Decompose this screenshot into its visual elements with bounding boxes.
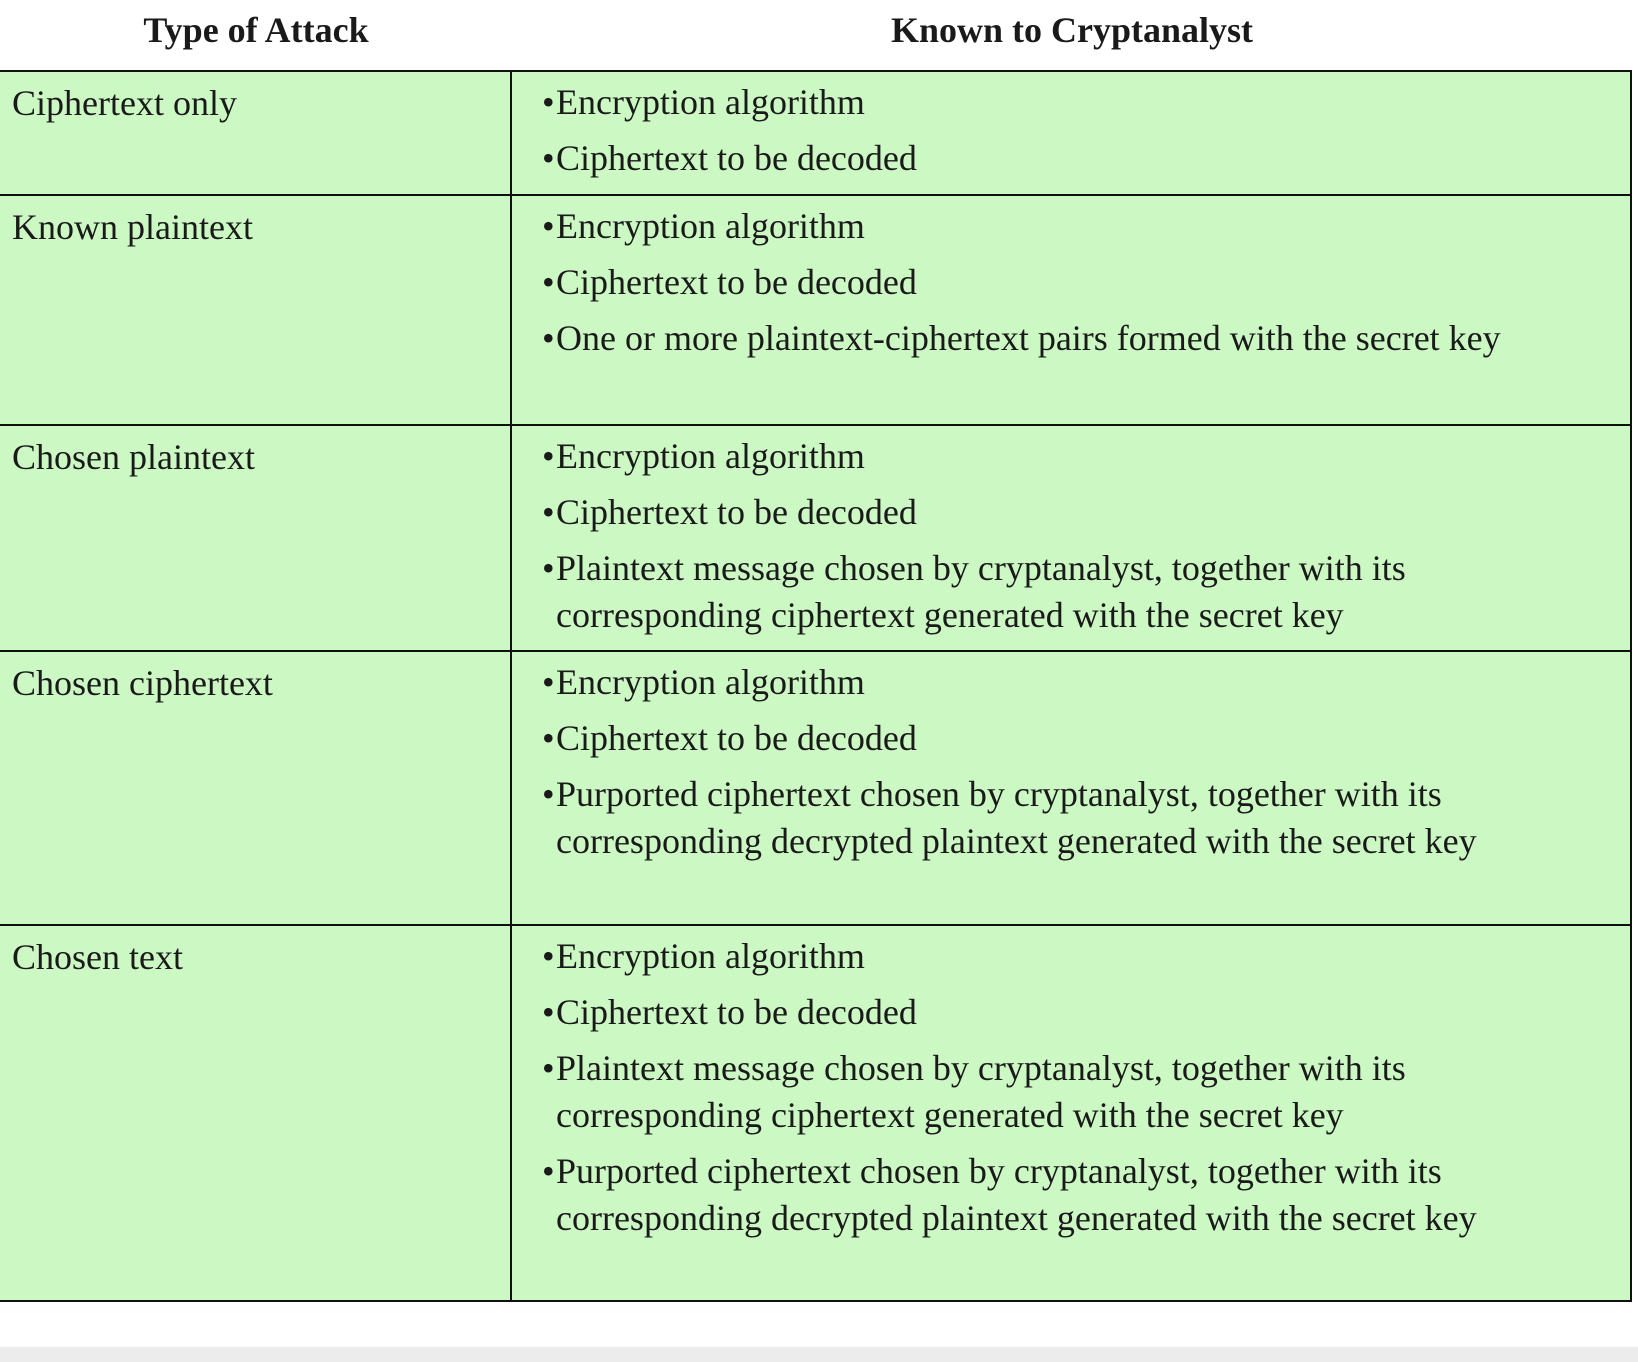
known-item-text: Purported ciphertext chosen by cryptanal… xyxy=(556,1151,1477,1238)
known-item: •Ciphertext to be decoded xyxy=(526,989,1590,1036)
known-item-text: Plaintext message chosen by cryptanalyst… xyxy=(556,548,1406,635)
known-item-text: Encryption algorithm xyxy=(556,662,865,702)
known-item: •Ciphertext to be decoded xyxy=(526,135,1590,182)
bottom-edge-strip xyxy=(0,1347,1638,1362)
known-item: •Encryption algorithm xyxy=(526,433,1590,480)
known-item: •Plaintext message chosen by cryptanalys… xyxy=(526,1045,1590,1139)
known-items-cell: •Encryption algorithm •Ciphertext to be … xyxy=(510,70,1632,196)
known-item-text: Encryption algorithm xyxy=(556,82,865,122)
bullet-icon: • xyxy=(542,548,555,588)
attack-type-cell: Chosen plaintext xyxy=(0,424,512,652)
bullet-icon: • xyxy=(542,436,555,476)
known-items-cell: •Encryption algorithm •Ciphertext to be … xyxy=(510,194,1632,426)
known-item: •Purported ciphertext chosen by cryptana… xyxy=(526,771,1590,865)
table-row: Ciphertext only •Encryption algorithm •C… xyxy=(0,70,1632,196)
bullet-icon: • xyxy=(542,718,555,758)
known-item-text: One or more plaintext-ciphertext pairs f… xyxy=(556,318,1501,358)
table-header-row: Type of Attack Known to Cryptanalyst xyxy=(0,0,1638,70)
table-row: Chosen ciphertext •Encryption algorithm … xyxy=(0,650,1632,926)
bullet-icon: • xyxy=(542,262,555,302)
header-type-of-attack: Type of Attack xyxy=(143,10,369,50)
attack-type-cell: Known plaintext xyxy=(0,194,512,426)
known-item: •Encryption algorithm xyxy=(526,203,1590,250)
known-item: •Encryption algorithm xyxy=(526,933,1590,980)
known-item: •Encryption algorithm xyxy=(526,659,1590,706)
known-item-text: Encryption algorithm xyxy=(556,206,865,246)
table-row: Chosen plaintext •Encryption algorithm •… xyxy=(0,424,1632,652)
known-item-text: Ciphertext to be decoded xyxy=(556,262,917,302)
known-items-cell: •Encryption algorithm •Ciphertext to be … xyxy=(510,650,1632,926)
known-item: •One or more plaintext-ciphertext pairs … xyxy=(526,315,1590,362)
attack-type-cell: Chosen ciphertext xyxy=(0,650,512,926)
attack-type-cell: Ciphertext only xyxy=(0,70,512,196)
bullet-icon: • xyxy=(542,1151,555,1191)
known-item-text: Encryption algorithm xyxy=(556,436,865,476)
attack-types-table: Ciphertext only •Encryption algorithm •C… xyxy=(0,70,1632,1302)
known-item: •Plaintext message chosen by cryptanalys… xyxy=(526,545,1590,639)
bullet-icon: • xyxy=(542,1048,555,1088)
bullet-icon: • xyxy=(542,492,555,532)
known-item: •Ciphertext to be decoded xyxy=(526,715,1590,762)
header-known-to-cryptanalyst: Known to Cryptanalyst xyxy=(890,10,1254,50)
known-item-text: Purported ciphertext chosen by cryptanal… xyxy=(556,774,1477,861)
known-item-text: Encryption algorithm xyxy=(556,936,865,976)
bullet-icon: • xyxy=(542,82,555,122)
bullet-icon: • xyxy=(542,992,555,1032)
known-item: •Ciphertext to be decoded xyxy=(526,489,1590,536)
known-item-text: Ciphertext to be decoded xyxy=(556,992,917,1032)
known-item-text: Ciphertext to be decoded xyxy=(556,138,917,178)
known-item-text: Ciphertext to be decoded xyxy=(556,718,917,758)
table-row: Chosen text •Encryption algorithm •Ciphe… xyxy=(0,924,1632,1302)
attack-types-table-container: Type of Attack Known to Cryptanalyst Cip… xyxy=(0,0,1638,1302)
bullet-icon: • xyxy=(542,774,555,814)
known-item-text: Plaintext message chosen by cryptanalyst… xyxy=(556,1048,1406,1135)
known-item-text: Ciphertext to be decoded xyxy=(556,492,917,532)
known-item: •Encryption algorithm xyxy=(526,79,1590,126)
known-items-cell: •Encryption algorithm •Ciphertext to be … xyxy=(510,424,1632,652)
known-items-cell: •Encryption algorithm •Ciphertext to be … xyxy=(510,924,1632,1302)
known-item: •Ciphertext to be decoded xyxy=(526,259,1590,306)
table-row: Known plaintext •Encryption algorithm •C… xyxy=(0,194,1632,426)
bullet-icon: • xyxy=(542,662,555,702)
bullet-icon: • xyxy=(542,936,555,976)
bullet-icon: • xyxy=(542,318,555,358)
known-item: •Purported ciphertext chosen by cryptana… xyxy=(526,1148,1590,1242)
bullet-icon: • xyxy=(542,206,555,246)
attack-type-cell: Chosen text xyxy=(0,924,512,1302)
bullet-icon: • xyxy=(542,138,555,178)
